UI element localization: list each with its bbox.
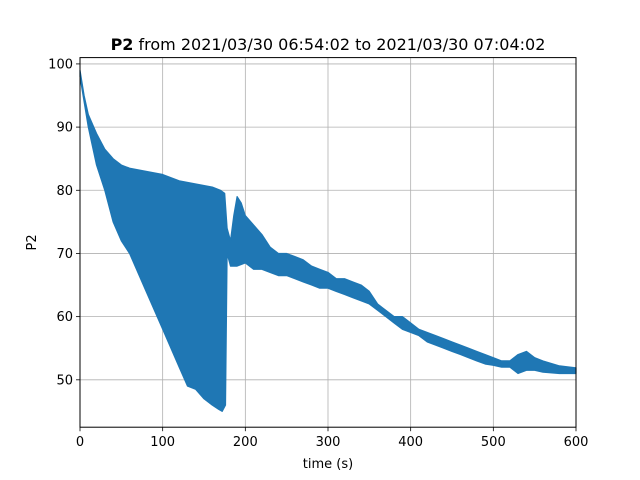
chart-title-bold: P2	[111, 35, 134, 54]
y-tick-label: 90	[56, 121, 73, 136]
x-tick-label: 300	[316, 435, 341, 450]
series-band	[79, 69, 577, 412]
y-tick-label: 70	[56, 247, 73, 262]
x-tick-label: 100	[150, 435, 175, 450]
chart-title: P2 from 2021/03/30 06:54:02 to 2021/03/3…	[111, 35, 546, 54]
plot-series	[79, 69, 577, 412]
y-tick-label: 80	[56, 184, 73, 199]
x-axis-label: time (s)	[303, 457, 353, 472]
x-tick-label: 200	[233, 435, 258, 450]
chart-title-rest: from 2021/03/30 06:54:02 to 2021/03/30 0…	[139, 35, 546, 54]
y-tick-label: 100	[48, 57, 73, 72]
y-axis-label: P2	[25, 234, 40, 250]
y-tick-label: 60	[56, 310, 73, 325]
axis-ticks: 0 100 200 300 400 500 600 50 60 70 80 90 100	[48, 57, 588, 450]
y-tick-label: 50	[56, 373, 73, 388]
x-tick-label: 500	[481, 435, 506, 450]
x-tick-label: 400	[398, 435, 423, 450]
x-tick-label: 600	[564, 435, 589, 450]
x-tick-label: 0	[76, 435, 84, 450]
